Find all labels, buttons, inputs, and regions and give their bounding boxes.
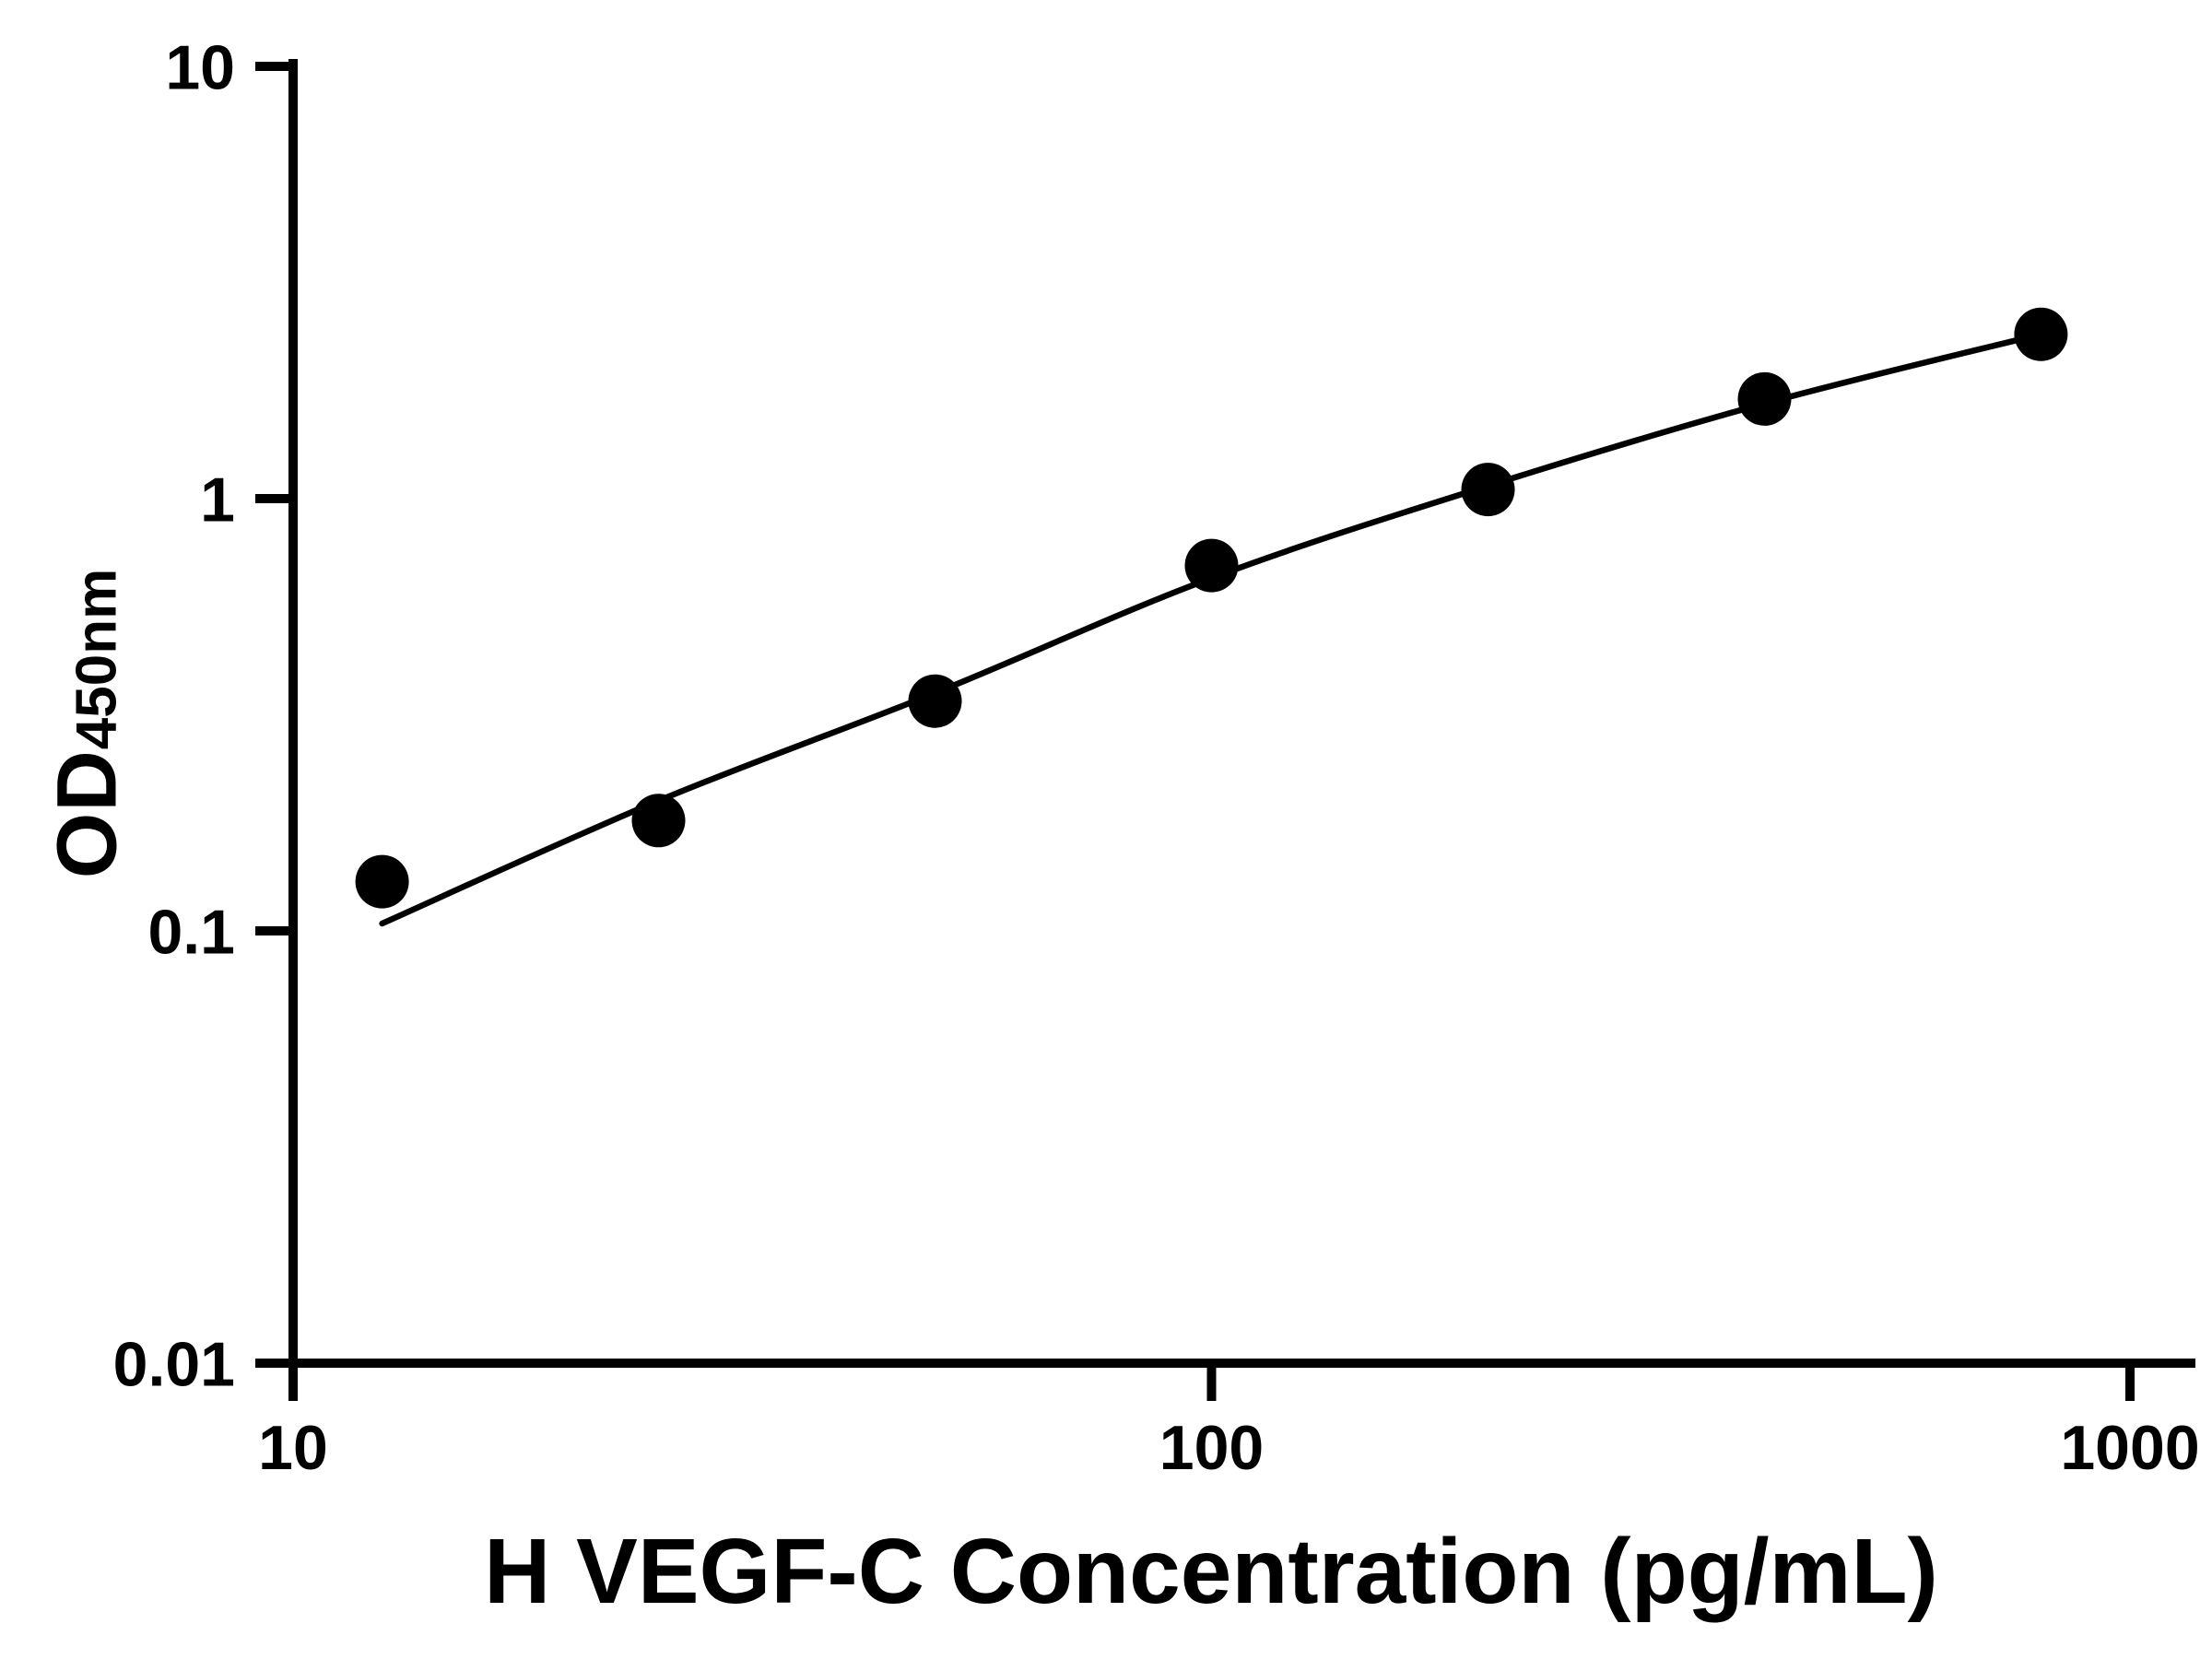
- y-axis-label: OD450nm: [40, 569, 136, 878]
- y-axis-label-main: OD: [40, 749, 135, 879]
- data-point: [1461, 463, 1515, 517]
- x-axis-tick-label: 1000: [2060, 1413, 2199, 1483]
- y-axis-tick-label: 10: [165, 32, 235, 102]
- x-axis-title: H VEGF-C Concentration (pg/mL): [484, 1520, 1938, 1623]
- data-point: [1184, 538, 1239, 593]
- y-axis-tick-label: 1: [200, 465, 235, 535]
- data-point: [631, 794, 686, 848]
- fitted-curve: [379, 331, 2044, 927]
- y-axis-label-subscript: 450nm: [65, 568, 129, 750]
- data-point: [1737, 371, 1792, 426]
- y-axis-tick-label: 0.01: [113, 1329, 235, 1399]
- y-axis-tick-label: 0.1: [147, 897, 235, 967]
- data-point: [355, 854, 409, 909]
- x-axis-tick-label: 10: [258, 1413, 328, 1483]
- data-point: [2014, 307, 2068, 361]
- x-axis-tick-label: 100: [1159, 1413, 1264, 1483]
- data-point: [908, 674, 962, 728]
